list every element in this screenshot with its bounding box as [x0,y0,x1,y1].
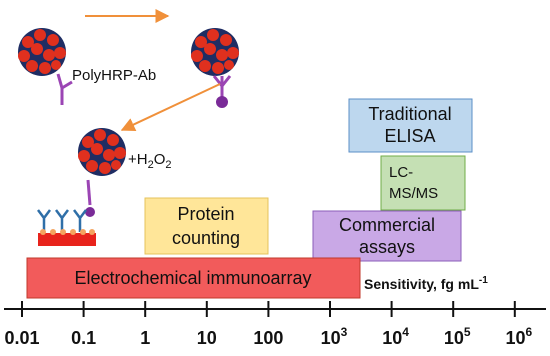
box-text: Commercial [339,215,435,235]
h2o2-part: O [154,151,166,168]
bound-antigen [216,96,228,108]
tick-exp: 3 [341,325,348,339]
polyhrp-cluster [191,28,239,76]
antibody [86,179,92,206]
h2o2-part: 2 [165,159,171,171]
surface-dots [40,229,95,235]
tick-label: 106 [505,325,532,348]
axis-title-text: Sensitivity, fg mL [364,276,479,292]
capture-antibodies [37,209,87,232]
tick-label: 1 [140,328,150,348]
axis-title: Sensitivity, fg mL-1 [364,275,488,292]
elisa-box [348,98,473,153]
box-text: Traditional [368,104,451,124]
h2o2-part: +H [128,151,148,168]
box-text: Protein [177,204,234,224]
protein-counting-box [144,197,269,255]
polyhrp-cluster [78,128,126,176]
h2o2-part: 2 [148,159,154,171]
box-text: MS/MS [389,185,438,202]
tick-label: 100 [253,328,283,348]
box-text: LC- [389,164,413,181]
bound-antigen [85,207,95,217]
electrochemical-box [26,257,361,299]
box-text: assays [359,237,415,257]
box-text: Electrochemical immunoarray [74,268,311,288]
polyhrp-label: PolyHRP-Ab [72,67,156,84]
tick-base: 10 [321,328,341,348]
commercial-box [312,210,462,262]
tick-label: 0.1 [71,328,96,348]
tick-base: 10 [444,328,464,348]
tick-label: 10 [197,328,217,348]
antibody [56,73,73,105]
tick-label: 0.01 [4,328,39,348]
h2o2-label: +H2O2 [128,151,172,171]
box-text: ELISA [384,126,435,146]
polyhrp-cluster [18,28,66,76]
lcms-box [380,155,466,211]
tick-exp: 6 [525,325,532,339]
tick-label: 104 [382,325,409,348]
tick-label: 105 [444,325,471,348]
box-text: counting [172,228,240,248]
tick-label: 103 [321,325,348,348]
axis-title-exp: -1 [479,275,488,286]
tick-base: 10 [382,328,402,348]
tick-exp: 5 [464,325,471,339]
arrow [120,83,221,131]
tick-base: 10 [505,328,525,348]
tick-exp: 4 [402,325,409,339]
electrode-surface [38,233,96,246]
